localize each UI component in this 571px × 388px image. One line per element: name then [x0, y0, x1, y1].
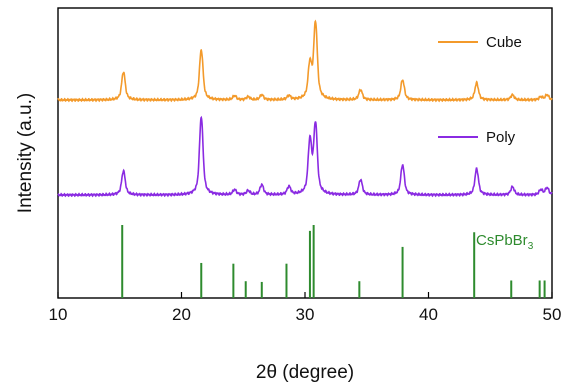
- series-line-poly: [57, 115, 553, 198]
- x-tick-label: 10: [49, 305, 68, 324]
- y-axis-title: Intensity (a.u.): [15, 93, 36, 213]
- x-tick-label: 30: [296, 305, 315, 324]
- legend-label-poly: Poly: [486, 129, 516, 146]
- reference-label: CsPbBr3: [476, 232, 534, 252]
- x-tick-label: 40: [419, 305, 438, 324]
- legend-label-cube: Cube: [486, 34, 522, 51]
- plot-frame: [57, 7, 553, 299]
- x-tick-label: 20: [172, 305, 191, 324]
- series-line-cube: [57, 19, 553, 103]
- x-tick-label: 50: [543, 305, 562, 324]
- x-axis-title: 2θ (degree): [256, 362, 354, 383]
